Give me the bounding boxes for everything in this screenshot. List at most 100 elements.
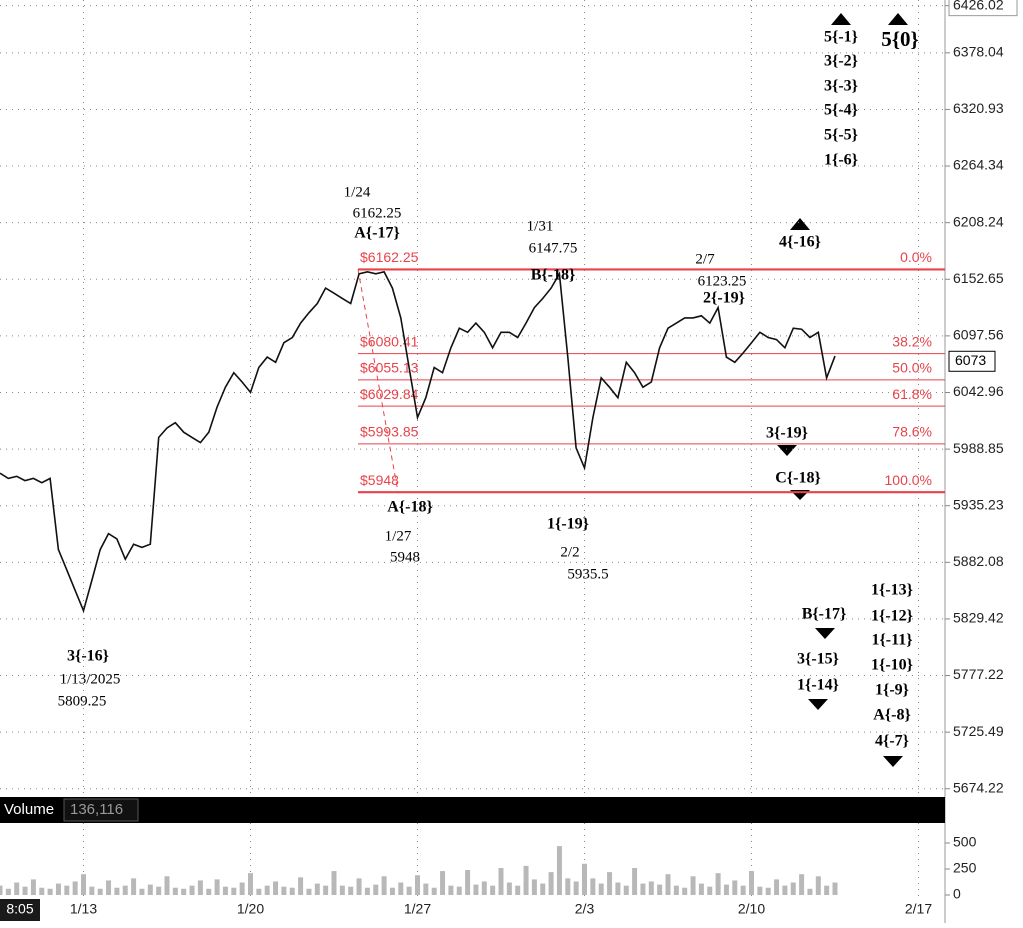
y-tick-label: 6264.34: [953, 157, 1004, 173]
fib-ratio-label: 50.0%: [892, 360, 932, 376]
volume-bar: [331, 871, 337, 895]
arrow-up: [831, 13, 851, 25]
volume-bar: [623, 885, 629, 895]
volume-bar: [665, 874, 671, 895]
volume-bar: [673, 885, 679, 895]
volume-bar: [607, 872, 613, 895]
wave-label: 5{-1}: [824, 29, 858, 46]
volume-bar: [281, 886, 287, 895]
arrow-down: [777, 445, 797, 456]
volume-bar: [256, 888, 262, 895]
wave-label: 4{-16}: [779, 234, 821, 251]
volume-bar: [339, 885, 345, 895]
volume-bar: [373, 884, 379, 895]
volume-bar: [732, 880, 738, 895]
volume-bar: [648, 881, 654, 895]
note: 1/24: [344, 184, 371, 200]
volume-bar: [81, 874, 86, 895]
volume-bar: [523, 865, 529, 895]
volume-bar: [30, 879, 36, 895]
last-price: 6073: [955, 352, 986, 368]
y-tick-label: 5935.23: [953, 496, 1004, 512]
volume-bar: [456, 886, 462, 895]
volume-bar: [206, 888, 212, 895]
x-tick-label: 1/20: [237, 901, 264, 917]
last-price-box: [948, 350, 996, 372]
volume-bar: [22, 886, 28, 895]
wave-label: 1{-13}: [871, 582, 913, 599]
tick-box: [948, 0, 1018, 17]
volume-bar: [122, 885, 128, 895]
volume-bar: [440, 871, 446, 895]
volume-bar: [415, 875, 420, 895]
volume-bar: [807, 888, 813, 895]
volume-bar: [55, 883, 61, 895]
y-tick-label: 6426.02: [953, 0, 1004, 12]
volume-bar: [47, 888, 53, 895]
volume-bar: [765, 887, 771, 895]
volume-bar: [239, 882, 245, 895]
fib-price-label: $6055.13: [360, 360, 419, 376]
y-tick-label: 5988.85: [953, 440, 1004, 456]
note: 2/2: [560, 544, 579, 560]
volume-bar: [39, 887, 45, 895]
volume-bar: [540, 883, 546, 895]
volume-bar: [264, 885, 270, 895]
volume-bar: [248, 873, 253, 895]
volume-bar: [389, 887, 395, 895]
volume-bar: [431, 887, 437, 895]
volume-bar: [197, 880, 203, 895]
fib-ratio-label: 61.8%: [892, 386, 932, 402]
x-tick-label: 1/13: [70, 901, 97, 917]
wave-label: 5{-4}: [824, 102, 858, 119]
volume-bar: [114, 887, 120, 895]
y-tick-label: 6042.96: [953, 383, 1004, 399]
volume-bar: [97, 888, 103, 895]
x-tick-label: 1/27: [404, 901, 431, 917]
note: 5809.25: [58, 693, 107, 709]
volume-bar: [531, 879, 537, 895]
wave-label: A{-18}: [387, 499, 433, 516]
volume-bar: [172, 887, 178, 895]
volume-header: [0, 797, 945, 823]
note: 6147.75: [529, 240, 578, 256]
volume-bar: [490, 885, 496, 895]
volume-bar: [598, 883, 604, 895]
volume-bar: [406, 886, 412, 895]
price-line: [0, 270, 836, 614]
note: 6123.25: [698, 273, 747, 289]
volume-bar: [757, 886, 763, 895]
volume-bar: [189, 885, 195, 895]
volume-bar: [381, 876, 387, 895]
wave-label: 4{-7}: [875, 733, 909, 750]
volume-bar: [222, 886, 228, 895]
y-tick-label: 6097.56: [953, 327, 1004, 343]
wave-label: 3{-3}: [824, 78, 858, 95]
wave-label: 1{-12}: [871, 608, 913, 625]
volume-bar: [556, 846, 562, 895]
volume-bar: [774, 879, 780, 895]
volume-value-box: [63, 798, 139, 822]
volume-bar: [89, 886, 95, 895]
fib-price-label: $6162.25: [360, 249, 419, 265]
volume-bar: [749, 871, 754, 895]
volume-bar: [632, 867, 638, 895]
volume-bar: [498, 867, 504, 895]
volume-bar: [323, 885, 329, 895]
note: 5935.5: [567, 566, 608, 582]
arrow-up: [888, 13, 908, 25]
volume-bar: [832, 882, 838, 895]
wave-label: 5{0}: [881, 27, 919, 51]
volume-bar: [314, 883, 320, 895]
volume-bar: [72, 881, 78, 895]
wave-label: A{-17}: [354, 225, 400, 242]
wave-label: A{-8}: [873, 707, 911, 724]
volume-bar: [0, 885, 3, 895]
volume-bar: [790, 882, 796, 895]
fib-ratio-label: 38.2%: [892, 333, 932, 349]
x-tick-label: 2/10: [738, 901, 765, 917]
volume-bar: [481, 881, 487, 895]
arrow-down: [815, 628, 835, 639]
volume-title: Volume: [4, 801, 54, 818]
note: 5948: [390, 549, 420, 565]
